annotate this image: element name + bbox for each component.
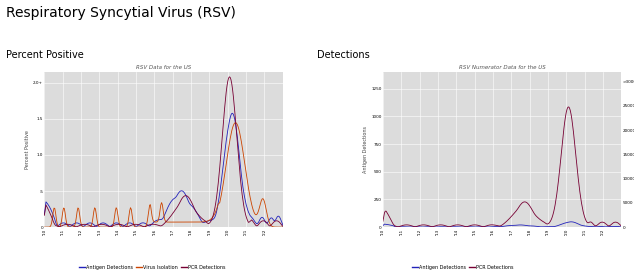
Legend: Antigen Detections, Virus Isolation, PCR Detections: Antigen Detections, Virus Isolation, PCR… [77, 263, 228, 272]
Y-axis label: Percent Positive: Percent Positive [25, 130, 30, 169]
Legend: Antigen Detections, PCR Detections: Antigen Detections, PCR Detections [410, 263, 516, 272]
Y-axis label: Antigen Detections: Antigen Detections [363, 126, 368, 173]
Text: Detections: Detections [317, 50, 370, 60]
Title: RSV Data for the US: RSV Data for the US [136, 65, 191, 70]
Title: RSV Numerator Data for the US: RSV Numerator Data for the US [459, 65, 545, 70]
Text: Percent Positive: Percent Positive [6, 50, 84, 60]
Text: Respiratory Syncytial Virus (RSV): Respiratory Syncytial Virus (RSV) [6, 6, 236, 20]
